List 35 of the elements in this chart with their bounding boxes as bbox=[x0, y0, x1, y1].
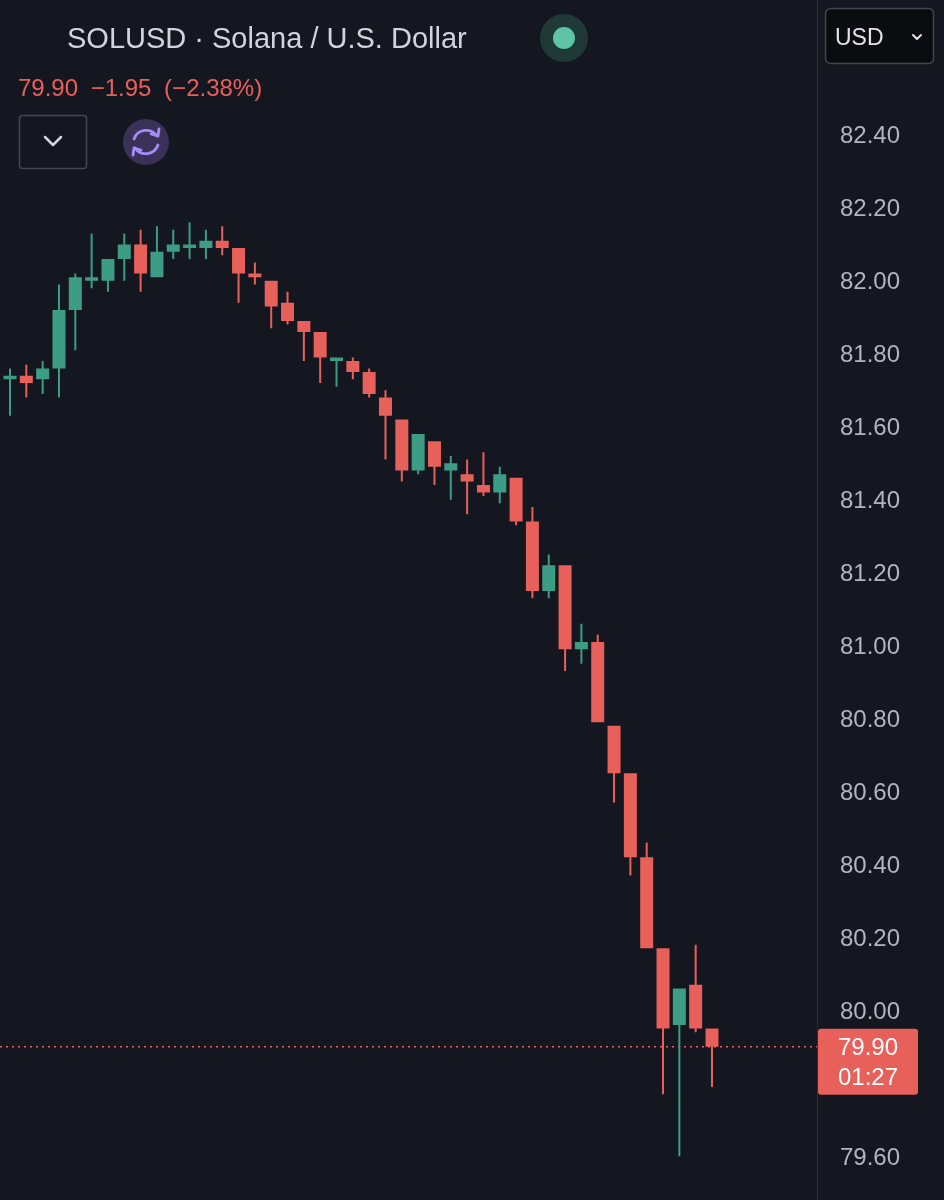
candlestick bbox=[85, 233, 99, 289]
candlestick bbox=[476, 452, 490, 497]
candlestick bbox=[183, 222, 197, 259]
y-tick-label: 80.80 bbox=[839, 705, 901, 733]
y-tick-label: 80.40 bbox=[839, 850, 901, 878]
candlestick bbox=[444, 455, 458, 500]
candlestick bbox=[134, 229, 148, 292]
candlestick bbox=[378, 390, 392, 460]
y-tick-label: 80.00 bbox=[839, 996, 901, 1024]
y-tick-label: 82.00 bbox=[839, 267, 901, 295]
y-tick-label: 82.40 bbox=[839, 121, 901, 149]
y-tick-label: 81.80 bbox=[839, 340, 901, 368]
text: 79.90 −1.95 (−2.38%) bbox=[18, 74, 263, 101]
y-tick-label: 81.60 bbox=[839, 413, 901, 441]
candlestick bbox=[672, 988, 686, 1157]
text: SOLUSD · Solana / U.S. Dollar bbox=[67, 22, 468, 54]
y-tick-label: 79.60 bbox=[839, 1142, 901, 1170]
ref-line-label: 79.90 bbox=[837, 1033, 899, 1061]
y-tick-label: 81.00 bbox=[839, 632, 901, 660]
candlestick bbox=[166, 229, 180, 259]
candlestick bbox=[460, 459, 474, 515]
candlestick bbox=[330, 357, 344, 387]
y-tick-label: 82.20 bbox=[839, 194, 901, 222]
candlestick bbox=[297, 320, 311, 362]
candlestick bbox=[117, 233, 131, 281]
text: 01:27 bbox=[837, 1063, 899, 1091]
y-tick-label: 81.40 bbox=[839, 486, 901, 514]
candlestick bbox=[232, 248, 246, 303]
text: USD bbox=[835, 24, 884, 50]
candlestick bbox=[574, 623, 588, 664]
y-tick-label: 81.20 bbox=[839, 559, 901, 587]
y-tick-label: 80.60 bbox=[839, 777, 901, 805]
candlestick bbox=[3, 368, 17, 416]
y-tick-label: 80.20 bbox=[839, 923, 901, 951]
candlestick bbox=[36, 361, 50, 394]
